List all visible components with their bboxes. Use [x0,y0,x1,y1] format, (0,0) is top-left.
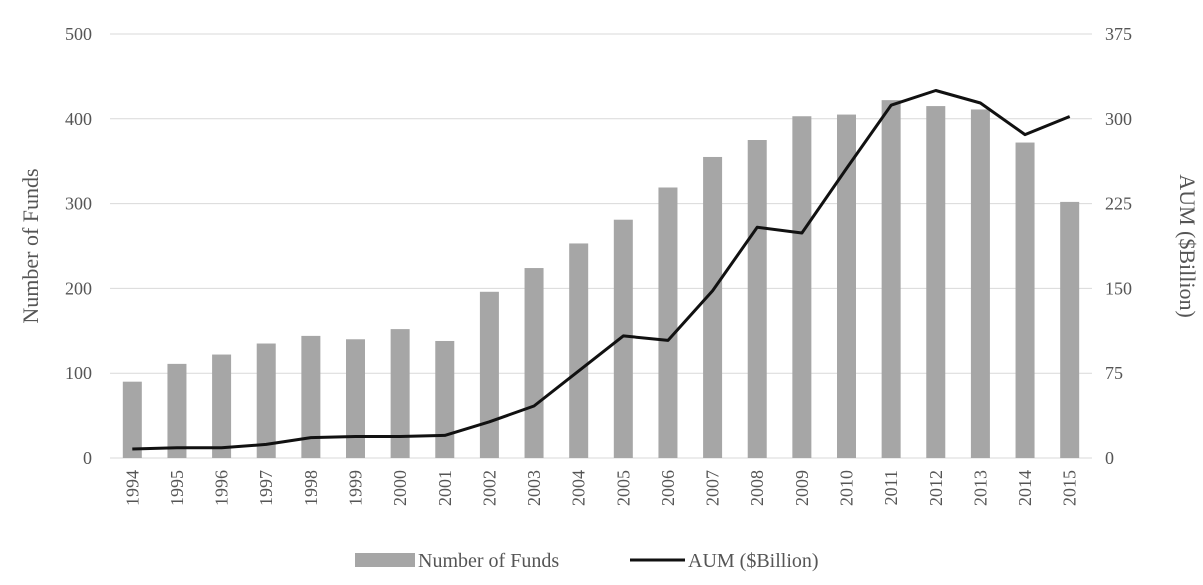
x-tick-label: 2009 [792,470,812,506]
x-tick-label: 2014 [1015,470,1035,506]
x-tick-label: 2002 [479,470,499,506]
right-axis-title: AUM ($Billion) [1175,174,1200,318]
bar [613,219,633,458]
bar [837,114,856,458]
bar [703,156,723,458]
x-tick-label: 1996 [212,470,232,506]
legend: Number of Funds AUM ($Billion) [355,550,819,572]
legend-label-line: AUM ($Billion) [688,550,819,572]
bar-series [122,100,1080,459]
bar [747,140,767,458]
x-tick-label: 2011 [881,470,901,505]
bar [658,187,678,458]
bar [792,116,812,459]
bar [926,106,946,458]
x-tick-label: 2012 [926,470,946,506]
left-tick-label: 500 [65,24,92,44]
x-tick-label: 1995 [167,470,187,506]
aum-line [132,89,1071,451]
bar [346,339,365,458]
x-tick-label: 2003 [524,470,544,506]
legend-label-bars: Number of Funds [418,550,559,572]
left-tick-label: 0 [83,448,92,468]
right-tick-label: 75 [1105,363,1123,383]
x-tick-label: 1998 [301,470,321,506]
right-tick-label: 150 [1105,278,1132,298]
bar [390,329,410,458]
x-tick-label: 2005 [613,470,633,506]
legend-swatch-bars [355,553,415,567]
right-tick-label: 375 [1105,24,1132,44]
right-tick-label: 0 [1105,448,1114,468]
left-tick-label: 100 [65,363,92,383]
bar [569,243,589,458]
x-tick-label: 2015 [1060,470,1080,506]
x-tick-label: 2013 [970,470,990,506]
x-tick-label: 2004 [569,470,589,506]
bar [881,100,901,459]
x-tick-label: 1997 [256,470,276,506]
line-series [132,89,1071,451]
left-axis-title: Number of Funds [18,168,43,323]
bar [479,291,499,458]
right-tick-label: 225 [1105,194,1132,214]
left-axis: 0 100 200 300 400 500 [65,24,92,468]
x-axis: 1994 1995 1996 1997 1998 1999 2000 2001 2002 2003… [122,470,1079,506]
x-tick-label: 2006 [658,470,678,506]
x-tick-label: 2000 [390,470,410,506]
bar [256,343,276,458]
bar [970,109,990,459]
x-tick-label: 1994 [122,470,142,506]
x-tick-label: 2001 [435,470,455,506]
x-tick-label: 1999 [346,470,366,506]
x-tick-label: 2008 [747,470,767,506]
left-tick-label: 200 [65,278,92,298]
right-tick-label: 300 [1105,109,1132,129]
bar [301,335,321,458]
bar [212,354,232,458]
left-tick-label: 300 [65,194,92,214]
bar [524,268,544,458]
bar [167,363,187,458]
x-tick-label: 2010 [837,470,857,506]
left-tick-label: 400 [65,109,92,129]
right-axis: 0 75 150 225 300 375 [1105,24,1132,468]
bar [122,381,142,458]
x-tick-label: 2007 [703,470,723,506]
bar [1015,142,1035,458]
bar [1060,201,1080,459]
bar [435,340,455,458]
